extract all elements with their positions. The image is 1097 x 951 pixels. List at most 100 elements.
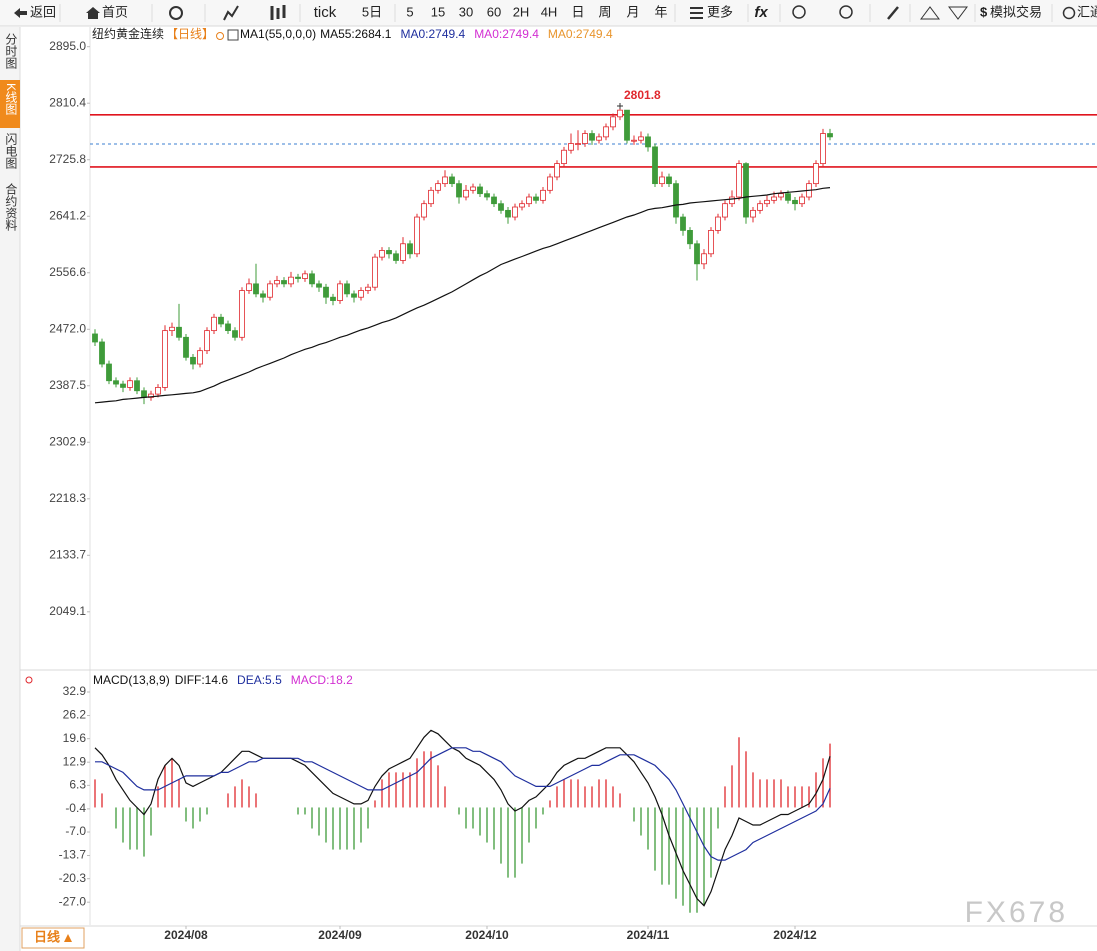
candle-body: [400, 243, 406, 261]
zoom-out-button[interactable]: [792, 5, 806, 19]
period-button[interactable]: 年: [654, 4, 667, 19]
x-tick-label: 2024/09: [318, 928, 362, 942]
candle-body: [771, 196, 777, 201]
home-icon[interactable]: [86, 7, 100, 19]
candle-body: [610, 116, 616, 128]
period-button[interactable]: 月: [626, 4, 639, 19]
candle-body: [176, 326, 182, 338]
candle-body: [435, 183, 441, 191]
candle-body: [204, 330, 210, 352]
period-button[interactable]: 5: [406, 4, 413, 19]
candle-body: [295, 276, 301, 279]
y-tick-label: 2218.3: [49, 491, 86, 505]
candle-body: [211, 316, 217, 332]
period-icon: [216, 32, 225, 40]
settings-icon[interactable]: [25, 676, 33, 684]
period-button[interactable]: 60: [487, 4, 501, 19]
candle-body: [603, 126, 609, 138]
candle-body: [120, 383, 126, 388]
indicator-icon: [227, 29, 239, 41]
candle-body: [498, 203, 504, 211]
candle-body: [162, 330, 168, 388]
candle-body: [491, 196, 497, 205]
candle-body: [673, 183, 679, 218]
candle-body: [533, 196, 539, 201]
x-tick-label: 2024/08: [164, 928, 208, 942]
candle-body: [288, 276, 294, 285]
legend-entry: MACD:18.2: [291, 673, 353, 687]
annotation: 2801.8: [624, 88, 661, 102]
period-button[interactable]: 5日: [362, 4, 382, 19]
indicator-label: MA1(55,0,0,0): [240, 27, 316, 41]
bottom-tab-arrow[interactable]: [64, 934, 72, 942]
bottom-tab[interactable]: [21, 927, 85, 949]
candle-body: [505, 209, 511, 218]
candle-body: [687, 230, 693, 245]
watermark: FX678: [965, 896, 1068, 929]
candle-chart-button[interactable]: [270, 5, 286, 20]
legend-entry: MA55:2684.1: [320, 27, 392, 41]
tick-button[interactable]: tick: [314, 4, 337, 21]
shape-buttons[interactable]: [920, 6, 968, 20]
period-button[interactable]: 周: [598, 4, 611, 19]
candle-body: [169, 326, 175, 332]
y-tick-label: -7.0: [65, 824, 86, 838]
y-tick-label: 32.9: [63, 684, 87, 698]
line-chart-button[interactable]: [223, 5, 239, 21]
period-button[interactable]: 2H: [513, 4, 530, 19]
y-tick-label: 2472.0: [49, 321, 86, 335]
bottom-tab-label[interactable]: 日线: [34, 929, 60, 944]
sidebar-tab[interactable]: 分时图: [4, 33, 18, 69]
candle-body: [722, 203, 728, 218]
candle-body: [638, 136, 644, 141]
home-button[interactable]: 首页: [102, 4, 128, 19]
candle-body: [372, 256, 378, 288]
news-button[interactable]: 汇通: [1077, 4, 1097, 19]
period-button[interactable]: 日: [571, 4, 584, 19]
candle-body: [246, 283, 252, 291]
candle-body: [827, 133, 833, 138]
sidebar-tab[interactable]: 闪电图: [4, 133, 18, 169]
candle-body: [596, 136, 602, 141]
annotation-marker: [617, 102, 623, 109]
candle-body: [659, 176, 665, 185]
candle-body: [470, 186, 476, 191]
candle-body: [197, 350, 203, 365]
candle-body: [351, 293, 357, 298]
period-button[interactable]: 4H: [541, 4, 558, 19]
more-button[interactable]: 更多: [707, 4, 733, 19]
back-icon[interactable]: [14, 8, 27, 18]
candle-body: [785, 193, 791, 201]
zoom-in-button[interactable]: [839, 5, 853, 19]
series-line: [94, 187, 831, 404]
candle-body: [428, 189, 434, 205]
refresh-button[interactable]: [169, 6, 183, 20]
back-button[interactable]: 返回: [30, 4, 56, 19]
candle-body: [820, 133, 826, 164]
sidebar-tab[interactable]: K线图: [4, 83, 18, 115]
candle-body: [225, 323, 231, 332]
candle-body: [358, 290, 364, 298]
y-tick-label: 2302.9: [49, 434, 86, 448]
x-tick-label: 2024/11: [627, 928, 670, 942]
candle-body: [582, 133, 588, 144]
trade-button[interactable]: 模拟交易: [990, 4, 1042, 19]
candle-body: [477, 186, 483, 195]
period-button[interactable]: 15: [431, 4, 445, 19]
sidebar-tab[interactable]: 合约资料: [4, 182, 18, 231]
y-tick-label: -20.3: [59, 871, 87, 885]
fx-button[interactable]: fx: [754, 4, 768, 21]
candle-body: [554, 163, 560, 178]
x-tick-label: 2024/12: [773, 928, 817, 942]
candle-body: [680, 216, 686, 231]
y-tick-label: 2895.0: [49, 39, 86, 53]
candle-body: [561, 149, 567, 164]
more-icon[interactable]: [690, 7, 703, 19]
chart-title: MACD(13,8,9): [93, 673, 170, 687]
sidebar: [0, 27, 20, 951]
draw-button[interactable]: [887, 6, 899, 20]
y-tick-label: 6.3: [69, 778, 86, 792]
period-button[interactable]: 30: [459, 4, 473, 19]
news-icon[interactable]: [1062, 6, 1076, 20]
